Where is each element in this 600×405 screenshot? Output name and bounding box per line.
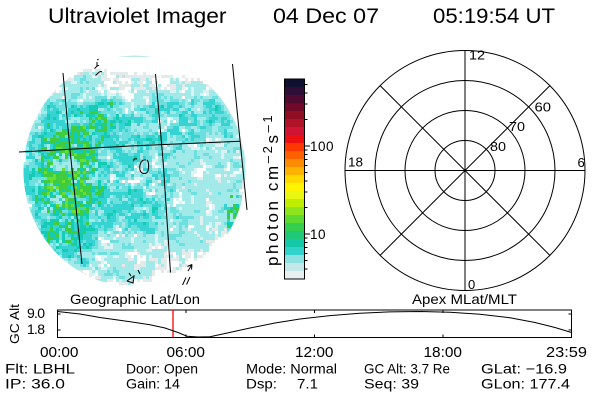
svg-text:18:00: 18:00 xyxy=(424,344,463,361)
svg-text:GC Alt: GC Alt xyxy=(7,304,22,344)
svg-text:Ultraviolet Imager: Ultraviolet Imager xyxy=(48,5,227,28)
svg-text:Seq: 39: Seq: 39 xyxy=(364,376,419,392)
svg-text:70: 70 xyxy=(509,119,525,134)
svg-text:Flt: LBHL: Flt: LBHL xyxy=(5,361,75,377)
svg-text:photon cm–2s–1: photon cm–2s–1 xyxy=(260,113,282,266)
svg-text:04 Dec 07: 04 Dec 07 xyxy=(273,5,379,28)
svg-text:Geographic Lat/Lon: Geographic Lat/Lon xyxy=(70,291,200,307)
svg-text:7.1: 7.1 xyxy=(297,376,318,392)
svg-text:GC Alt: 3.7 Re: GC Alt: 3.7 Re xyxy=(364,361,450,377)
svg-text:1.8: 1.8 xyxy=(27,321,45,337)
svg-text:06:00: 06:00 xyxy=(167,344,206,361)
svg-text:GLon: 177.4: GLon: 177.4 xyxy=(481,376,570,392)
svg-text:10: 10 xyxy=(310,227,326,242)
svg-text:23:59: 23:59 xyxy=(546,344,587,361)
svg-text:12:00: 12:00 xyxy=(295,344,334,361)
svg-text:80: 80 xyxy=(490,139,506,154)
svg-text:Door: Open: Door: Open xyxy=(126,361,198,377)
svg-text:00:00: 00:00 xyxy=(40,344,79,361)
svg-text:IP: 36.0: IP: 36.0 xyxy=(5,376,65,392)
svg-text:18: 18 xyxy=(348,155,363,170)
svg-text:100: 100 xyxy=(310,139,334,154)
svg-text:Gain: 14: Gain: 14 xyxy=(126,376,180,392)
svg-text:60: 60 xyxy=(535,100,552,115)
svg-text:05:19:54 UT: 05:19:54 UT xyxy=(433,5,555,28)
svg-text:Mode: Normal: Mode: Normal xyxy=(246,361,337,377)
svg-text:6: 6 xyxy=(578,155,585,170)
svg-text:12: 12 xyxy=(469,48,485,63)
svg-text:Dsp:: Dsp: xyxy=(246,376,277,392)
svg-text:Apex MLat/MLT: Apex MLat/MLT xyxy=(412,291,517,307)
svg-text:GLat: −16.9: GLat: −16.9 xyxy=(481,361,567,377)
svg-text:9.0: 9.0 xyxy=(27,305,45,321)
svg-text:0: 0 xyxy=(468,277,475,292)
